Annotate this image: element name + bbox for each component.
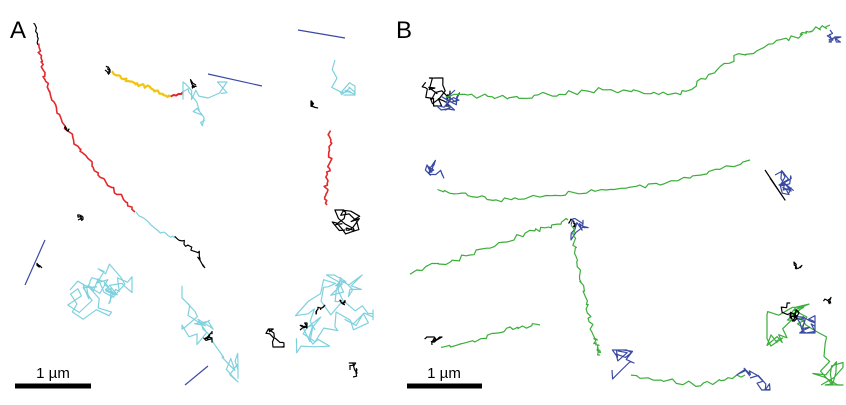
track-b2-green-walk [437, 159, 751, 203]
panel-a-label: A [10, 17, 26, 44]
track-a1-cyan-segment [135, 211, 176, 239]
trajectories-layer [24, 22, 844, 391]
track-b4-black-start [424, 336, 443, 346]
scale-bar-a-label: 1 µm [36, 365, 70, 382]
track-b3-navy-lower [611, 349, 635, 380]
track-b3-navy-walk [570, 218, 589, 241]
track-a2-red-segment [170, 91, 184, 98]
track-a3-cluster [77, 214, 84, 221]
track-b5-green-cloud [766, 303, 844, 386]
track-b1-navy-end [826, 29, 842, 43]
track-a4-cluster [310, 100, 319, 109]
track-a5-cluster-5 [339, 299, 346, 306]
track-b1-navy-walk [435, 89, 461, 111]
panel-b-label: B [396, 17, 412, 44]
track-a5-cluster-3 [315, 304, 326, 315]
track-b3-green-vertical [570, 224, 602, 356]
track-a1-cyan-lower [181, 285, 239, 383]
track-a1-cluster [63, 125, 70, 132]
track-a5-cluster-1 [265, 328, 285, 348]
track-b4-green-walk [440, 323, 541, 348]
track-a5-cluster-2 [299, 322, 308, 331]
track-a2-cyan-walk [182, 81, 228, 127]
track-a1-navy-jump [184, 365, 209, 386]
track-a2-navy-jump [207, 73, 263, 87]
track-b3-cluster [568, 218, 576, 228]
track-b3-green-lower [630, 374, 746, 387]
scale-bar-b-label: 1 µm [427, 365, 461, 382]
track-a3-cyan-cloud [67, 263, 133, 320]
track-a4-navy-jump [297, 29, 346, 39]
track-b3-green-walk [409, 217, 569, 275]
track-a4-black-tail [331, 209, 361, 235]
track-b5-navy-cluster [794, 314, 816, 334]
track-a5-cluster-4 [348, 362, 358, 378]
track-b5-black-cluster-3 [822, 296, 832, 305]
track-a3-navy-jump [24, 239, 46, 286]
track-b5-black-cluster-2 [793, 261, 803, 270]
track-a1-black-tail [174, 235, 206, 269]
track-a4-red-segment [323, 130, 333, 206]
track-b1-green-walk [445, 24, 831, 100]
track-a4-cyan-top [331, 59, 356, 96]
track-a5-cyan-cloud [294, 274, 374, 354]
track-a2-cluster [189, 78, 197, 89]
track-a1-black-segment [33, 22, 39, 46]
track-a2-yellow-segment [111, 70, 171, 99]
track-a1-cluster-lower [203, 331, 213, 343]
track-b3-navy-end [736, 367, 771, 391]
track-b2-navy-start [424, 159, 445, 179]
track-a1-red-segment [37, 43, 136, 213]
track-b5-black-cluster [780, 302, 800, 322]
track-b2-navy-end [774, 170, 794, 196]
track-a2-start [104, 65, 111, 75]
track-a3-cluster-2 [36, 262, 43, 269]
track-b2-black-jump [764, 169, 786, 201]
